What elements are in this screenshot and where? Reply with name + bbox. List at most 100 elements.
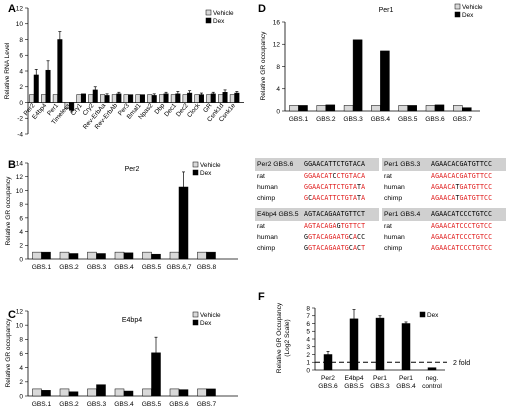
seq-base: C [447, 172, 452, 180]
y-tick-label-b: 0 [19, 256, 23, 263]
seq-base: G [459, 183, 464, 191]
bar-dex [92, 89, 98, 103]
seq-base: A [316, 183, 321, 191]
seq-species-sequence: AGAACATGATGTTCC [431, 193, 492, 204]
seq-base: C [308, 194, 313, 202]
seq-base: C [488, 233, 493, 241]
chart-title-b: Per2 [125, 166, 140, 173]
bar-vehicle [100, 94, 106, 103]
seq-base: T [340, 244, 345, 252]
y-tick-label-c: 10 [16, 323, 24, 330]
bar-vehicle [316, 105, 327, 112]
bar-vehicle [371, 105, 381, 112]
seq-header-sequence: GGAACATTCTGTACA [304, 160, 366, 168]
y-tick-label-b: 14 [16, 160, 24, 167]
seq-base: A [463, 194, 468, 202]
seq-base: C [467, 222, 472, 230]
y-tick-label-f: 6 [306, 321, 310, 328]
y-tick-label-b: 4 [19, 229, 23, 236]
seq-base: G [304, 194, 309, 202]
seq-header-label: Per2 GBS.6 [257, 161, 294, 168]
bar-vehicle [114, 251, 125, 260]
panel-label-c: C [8, 309, 16, 321]
bar-dex [325, 104, 336, 112]
seq-base: G [344, 172, 349, 180]
x-tick-label-f: GBS.3 [370, 383, 390, 390]
seq-base: A [361, 172, 366, 180]
bar-vehicle [123, 94, 129, 103]
panel-label-a: A [8, 3, 16, 15]
seq-base: T [348, 222, 353, 230]
seq-base: T [340, 233, 345, 241]
seq-header-label: Per1 GBS.4 [384, 211, 421, 218]
seq-species-row: chimp AGAACATCCCTGTCC [382, 243, 506, 254]
y-tick-label-c: 12 [16, 308, 24, 315]
seq-base: A [316, 194, 321, 202]
seq-species-sequence: AGAACATCCCTGTCC [431, 232, 492, 243]
x-tick-label-c: GBS.2 [59, 401, 79, 408]
seq-base: A [439, 183, 444, 191]
x-tick-label-d: GBS.3 [343, 116, 363, 123]
seq-species-row: rat AGAACACGATGTTCC [382, 171, 506, 182]
seq-base: G [435, 172, 440, 180]
seq-base: C [488, 183, 493, 191]
seq-species-label: rat [257, 173, 265, 180]
x-tick-label-c: GBS.5 [142, 401, 162, 408]
seq-base: A [451, 233, 456, 241]
y-tick-label-c: 4 [19, 365, 23, 372]
seq-base: T [348, 194, 353, 202]
seq-base: C [484, 172, 489, 180]
seq-base: C [320, 233, 325, 241]
x-tick-label-f: Per1 [373, 375, 387, 382]
seq-base: T [455, 233, 460, 241]
seq-base: T [352, 222, 358, 230]
seq-base: C [484, 222, 489, 230]
legend-label-dex: Dex [427, 312, 439, 319]
seq-base: C [467, 244, 472, 252]
seq-species-sequence: AGAACATGATGTTCC [431, 182, 492, 193]
seq-base: G [336, 222, 341, 230]
legend-swatch-dex [205, 17, 212, 24]
bar-dex [41, 251, 51, 260]
seq-species-label: rat [257, 223, 265, 230]
bar-vehicle [425, 105, 436, 112]
bar-vehicle [87, 388, 97, 397]
seq-species-sequence: GGAACATTCTGTATA [304, 182, 365, 193]
seq-base: T [471, 233, 476, 241]
seq-species-row: chimp GGTACAGAATGCACT [255, 243, 379, 254]
seq-base: A [439, 222, 444, 230]
panel-label-b: B [8, 159, 16, 171]
panel-label-f: F [258, 291, 265, 303]
seq-base: T [328, 183, 333, 191]
legend-swatch-vehicle [192, 311, 199, 318]
legend-swatch-dex [192, 319, 199, 326]
seq-base: C [320, 222, 325, 230]
y-axis-label-a: Relative RNA Level [4, 42, 11, 99]
seq-species-row: human GGTACAGAATGCACC [255, 232, 379, 243]
bar-dex [175, 93, 181, 103]
legend-label-dex: Dex [462, 12, 474, 19]
seq-base: A [443, 233, 448, 241]
seq-column-right: Per1 GBS.3 AGAACACGATGTTCC rat AGAACACGATGT… [382, 158, 506, 258]
threshold-annotation: 2 fold [453, 360, 470, 367]
seq-species-label: chimp [384, 195, 403, 202]
seq-base: C [336, 172, 341, 180]
bar-vehicle [32, 251, 42, 260]
seq-base: G [308, 183, 313, 191]
seq-base: A [439, 194, 444, 202]
bar-vehicle [229, 94, 235, 103]
seq-base: G [459, 194, 464, 202]
seq-base: A [304, 222, 309, 230]
seq-base: C [332, 172, 337, 180]
bar-vehicle [41, 94, 47, 103]
seq-base: A [316, 244, 321, 252]
bar-vehicle [147, 94, 153, 103]
y-tick-label-a: 4 [19, 68, 23, 75]
seq-base: C [357, 244, 362, 252]
y-tick-label-f: 2 [306, 352, 310, 359]
bar-vehicle [114, 388, 125, 397]
legend-label-vehicle: Vehicle [462, 4, 483, 11]
bar-vehicle [169, 388, 180, 397]
seq-base: T [455, 183, 460, 191]
legend-label-vehicle: Vehicle [213, 10, 234, 17]
